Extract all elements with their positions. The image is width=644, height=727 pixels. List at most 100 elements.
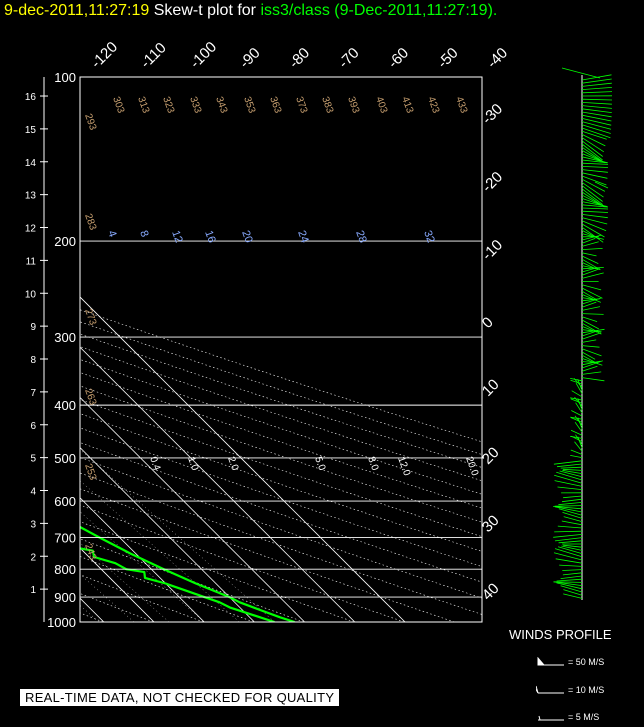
wind-barb bbox=[577, 417, 583, 429]
height-tick-label: 5 bbox=[30, 454, 36, 465]
plot-frame bbox=[79, 76, 483, 623]
wind-barb bbox=[570, 416, 583, 420]
wind-barb bbox=[581, 272, 604, 279]
wind-barb bbox=[557, 546, 583, 554]
wind-barb bbox=[581, 234, 602, 241]
wind-barb bbox=[581, 204, 608, 208]
mixing-ratio-label: 28 bbox=[353, 229, 368, 245]
wind-barb bbox=[581, 371, 602, 375]
wind-barb bbox=[561, 498, 583, 503]
height-tick-label: 12 bbox=[25, 224, 37, 235]
wind-barb bbox=[553, 581, 583, 586]
header-station: iss3/class bbox=[260, 2, 330, 19]
wind-legend-50-label: = 50 M/S bbox=[568, 657, 605, 667]
height-tick-label: 8 bbox=[30, 355, 36, 366]
wind-barb bbox=[570, 449, 583, 455]
wind-barb bbox=[562, 469, 583, 474]
wind-barb bbox=[581, 226, 604, 243]
wind-barb bbox=[555, 558, 583, 564]
wind-barb bbox=[581, 248, 603, 250]
wind-barb bbox=[581, 287, 603, 299]
height-tick-label: 10 bbox=[25, 289, 37, 300]
wind-barb bbox=[558, 502, 583, 506]
pennant-barb-icon bbox=[537, 657, 564, 666]
wind-barb bbox=[571, 435, 583, 442]
wind-barb bbox=[581, 268, 601, 276]
winds-profile-title: WINDS PROFILE bbox=[509, 627, 612, 642]
wind-barb bbox=[575, 402, 583, 414]
wind-legend-10: = 10 M/S bbox=[536, 685, 604, 695]
wind-barb bbox=[554, 537, 583, 542]
moist-label: 1.0 bbox=[185, 455, 200, 472]
wind-barb bbox=[581, 185, 603, 202]
wind-barb bbox=[581, 201, 608, 207]
wind-barb bbox=[581, 210, 609, 213]
wind-barb bbox=[556, 582, 583, 590]
header-date: 9-dec-2011,11:27:19 bbox=[4, 2, 150, 19]
wind-barb bbox=[581, 330, 599, 337]
height-tick-label: 6 bbox=[30, 421, 36, 432]
wind-barb bbox=[581, 297, 603, 305]
wind-barb bbox=[562, 569, 583, 571]
wind-barb bbox=[570, 417, 583, 423]
mixing-ratio-label: 16 bbox=[202, 229, 217, 245]
wind-barb bbox=[574, 415, 583, 426]
height-tick-label: 3 bbox=[30, 519, 36, 530]
wind-barb bbox=[581, 319, 599, 330]
wind-barb bbox=[594, 181, 609, 189]
moist-label: 2.0 bbox=[225, 455, 240, 472]
wind-barb bbox=[581, 169, 608, 173]
dry-adiabat-line bbox=[80, 385, 482, 523]
pressure-tick-label: 800 bbox=[54, 562, 76, 577]
mixing-ratio-label: 4 bbox=[105, 229, 118, 239]
wind-barb bbox=[560, 575, 583, 579]
wind-barb bbox=[581, 130, 607, 140]
height-tick-label: 7 bbox=[30, 388, 36, 399]
pressure-tick-label: 400 bbox=[54, 398, 76, 413]
wind-barb bbox=[581, 156, 608, 163]
pressure-tick-label: 600 bbox=[54, 494, 76, 509]
wind-barb bbox=[581, 313, 604, 315]
wind-barb bbox=[581, 91, 613, 94]
wind-barb bbox=[563, 544, 583, 548]
wind-barb bbox=[571, 410, 583, 417]
wind-barb bbox=[581, 267, 604, 270]
height-tick-label: 14 bbox=[25, 158, 37, 169]
wind-barb bbox=[581, 82, 612, 87]
wind-barb bbox=[581, 345, 600, 348]
wind-barb bbox=[581, 316, 598, 322]
wind-barb bbox=[577, 379, 583, 391]
chart-title: 9-dec-2011,11:27:19 Skew-t plot for iss3… bbox=[4, 2, 497, 20]
isotherm-line bbox=[80, 396, 305, 622]
dry-adiabat-line bbox=[80, 504, 405, 622]
height-tick-label: 13 bbox=[25, 191, 37, 202]
wind-barb bbox=[556, 578, 583, 582]
header-station-date: (9-Dec-2011,11:27:19). bbox=[334, 2, 498, 19]
wind-barb bbox=[560, 466, 583, 469]
wind-barb bbox=[581, 255, 599, 264]
wind-barbs bbox=[553, 67, 613, 599]
wind-barb bbox=[581, 351, 596, 360]
wind-barb bbox=[581, 220, 607, 232]
pressure-tick-label: 1000 bbox=[47, 615, 76, 630]
wind-barb bbox=[581, 328, 605, 334]
wind-barb bbox=[581, 284, 602, 291]
pressure-tick-label: 500 bbox=[54, 451, 76, 466]
wind-barb bbox=[581, 140, 603, 157]
wind-barb bbox=[561, 67, 601, 79]
wind-barb bbox=[581, 322, 602, 335]
wind-barb bbox=[553, 534, 583, 538]
mixing-ratio-label: 12 bbox=[169, 229, 184, 245]
wind-barb bbox=[581, 348, 602, 357]
wind-barb bbox=[563, 495, 583, 499]
wind-barb bbox=[581, 182, 604, 198]
isotherm-line bbox=[80, 447, 255, 622]
wind-barb bbox=[581, 172, 608, 179]
dry-adiabat-line bbox=[80, 372, 482, 509]
height-tick-label: 15 bbox=[25, 125, 37, 136]
header-title: Skew-t plot for bbox=[153, 2, 257, 19]
wind-barb bbox=[570, 398, 583, 404]
height-tick-label: 11 bbox=[26, 256, 37, 267]
